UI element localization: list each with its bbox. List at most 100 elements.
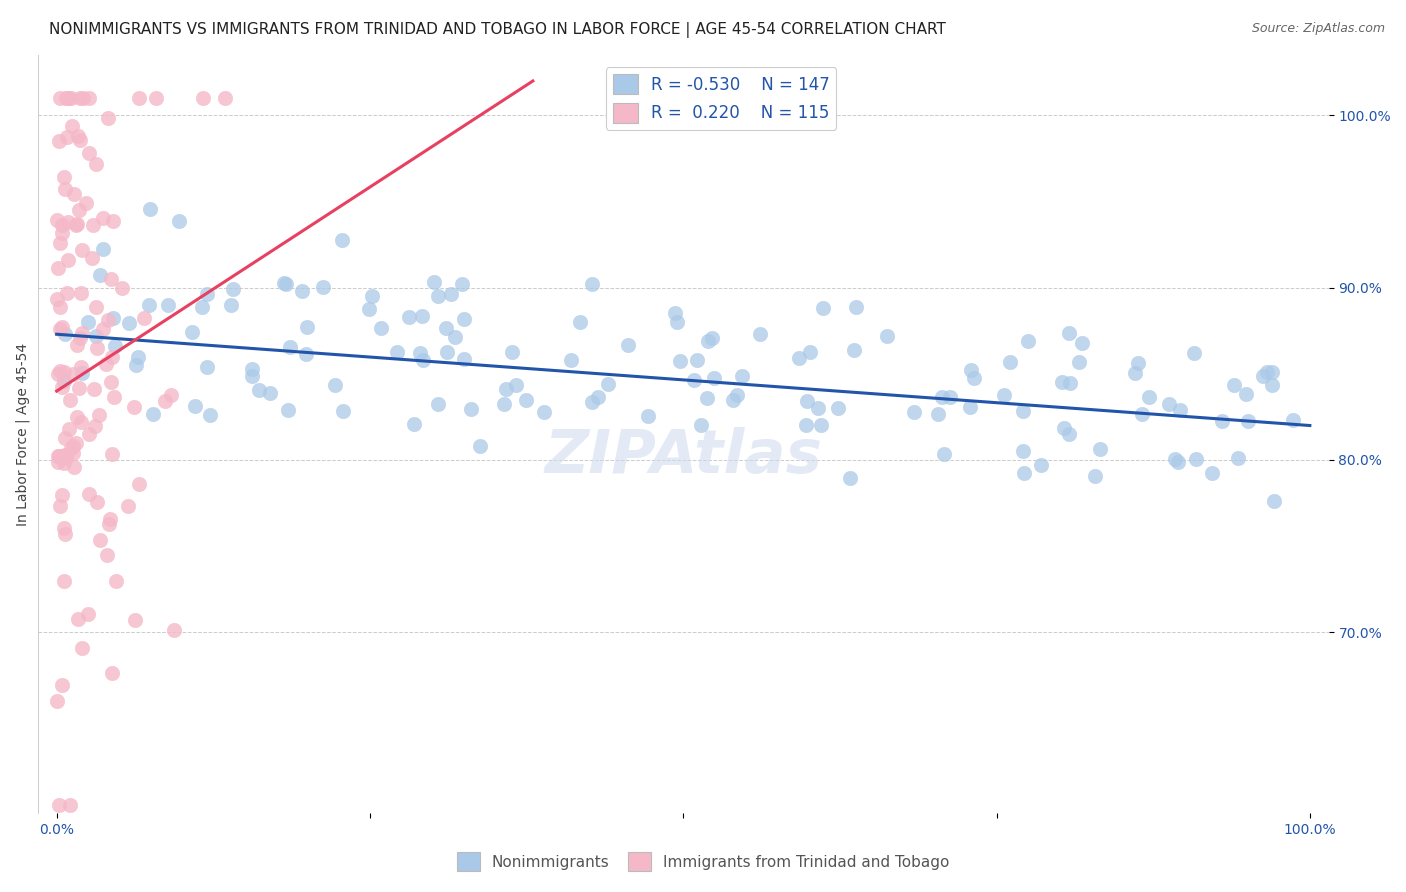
Point (1223, 377, 1246, 392)
Point (1130, 407, 1153, 421)
Point (46, 693, 69, 707)
Point (63, 459, 86, 474)
Point (160, 388, 183, 402)
Point (55, 450, 77, 465)
Point (48, 500, 70, 514)
Point (845, 301, 868, 315)
Point (515, 393, 537, 408)
Point (700, 331, 723, 345)
Point (63, 187, 86, 202)
Point (128, 477, 150, 491)
Point (46, 368, 69, 382)
Point (725, 388, 748, 402)
Point (1251, 369, 1274, 384)
Point (60, 442, 83, 456)
Point (89, 533, 111, 547)
Point (1012, 403, 1035, 417)
Point (1185, 452, 1208, 467)
Point (960, 363, 983, 377)
Point (122, 400, 145, 414)
Point (65, 435, 87, 450)
Point (48, 797, 70, 812)
Point (52, 169, 75, 184)
Legend: Nonimmigrants, Immigrants from Trinidad and Tobago: Nonimmigrants, Immigrants from Trinidad … (450, 847, 956, 877)
Point (111, 281, 134, 295)
Point (84, 419, 107, 434)
Point (91, 322, 114, 336)
Point (799, 345, 821, 359)
Point (60, 91, 83, 105)
Point (434, 321, 457, 335)
Point (77, 315, 100, 329)
Point (1123, 366, 1146, 380)
Point (53, 327, 76, 342)
Point (167, 213, 190, 227)
Y-axis label: In Labor Force | Age 45-54: In Labor Force | Age 45-54 (15, 343, 30, 525)
Point (221, 298, 243, 312)
Point (686, 352, 709, 367)
Point (55, 448, 77, 462)
Point (80, 251, 103, 265)
Point (1237, 414, 1260, 428)
Point (807, 401, 830, 416)
Point (66, 612, 89, 626)
Point (450, 277, 472, 291)
Point (963, 371, 986, 385)
Point (273, 276, 295, 290)
Point (1157, 397, 1180, 411)
Point (51, 226, 73, 240)
Point (222, 282, 245, 296)
Point (55, 448, 77, 462)
Point (1011, 443, 1033, 458)
Point (581, 277, 603, 292)
Point (827, 401, 849, 415)
Point (100, 350, 122, 364)
Point (291, 284, 314, 298)
Point (53, 365, 76, 379)
Point (100, 272, 122, 286)
Point (183, 399, 205, 413)
Point (134, 311, 156, 326)
Point (668, 354, 690, 368)
Point (1167, 455, 1189, 469)
Point (86, 495, 108, 509)
Point (402, 417, 425, 432)
Point (100, 376, 122, 390)
Point (993, 387, 1015, 401)
Point (127, 351, 149, 365)
Point (581, 395, 603, 409)
Point (696, 391, 718, 405)
Point (53, 521, 76, 535)
Point (103, 310, 125, 325)
Point (52, 374, 75, 388)
Point (70, 243, 93, 257)
Point (191, 91, 214, 105)
Point (69, 331, 91, 345)
Point (62, 439, 84, 453)
Point (51, 678, 73, 692)
Point (492, 397, 515, 411)
Point (468, 439, 491, 453)
Point (53, 182, 76, 196)
Point (46, 261, 69, 276)
Point (56, 286, 79, 301)
Point (77, 607, 100, 621)
Point (67, 381, 90, 395)
Point (330, 233, 353, 247)
Point (49, 91, 72, 105)
Point (91, 211, 114, 225)
Point (198, 408, 221, 422)
Point (91, 242, 114, 256)
Point (361, 289, 384, 303)
Point (83, 382, 105, 396)
Point (53, 526, 76, 541)
Point (124, 613, 146, 627)
Point (398, 310, 420, 325)
Point (52, 574, 75, 588)
Point (56, 130, 79, 145)
Point (1168, 402, 1191, 417)
Point (998, 354, 1021, 368)
Point (721, 392, 744, 407)
Point (436, 344, 458, 359)
Point (385, 345, 408, 359)
